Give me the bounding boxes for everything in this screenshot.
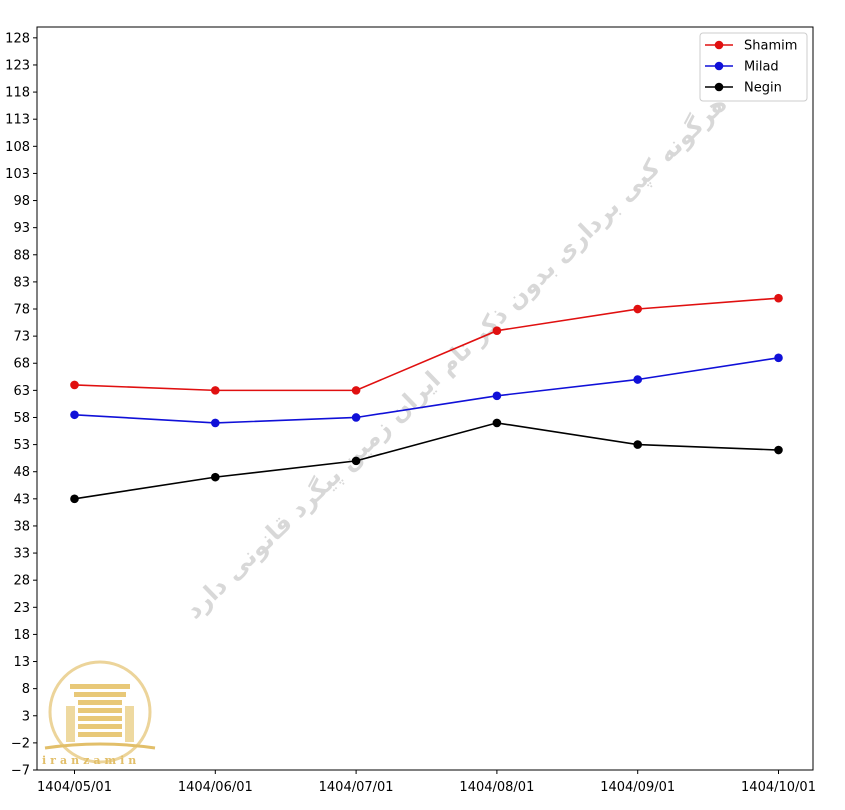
data-point bbox=[70, 380, 79, 390]
legend-label: Shamim bbox=[744, 39, 797, 54]
y-tick-label: 128 bbox=[5, 31, 30, 46]
y-tick-label: 103 bbox=[5, 167, 30, 182]
y-tick-label: 123 bbox=[5, 58, 30, 73]
y-tick-label: 78 bbox=[13, 303, 30, 318]
data-point bbox=[774, 293, 783, 303]
watermark-text: هرگونه کپی برداری بدون ذکر نام ایران زمی… bbox=[180, 90, 732, 625]
y-tick-label: 88 bbox=[13, 248, 30, 263]
y-tick-label: 73 bbox=[13, 330, 30, 345]
y-tick-label: 118 bbox=[5, 86, 30, 101]
data-point bbox=[211, 472, 220, 482]
data-point bbox=[211, 418, 220, 428]
series-milad bbox=[70, 353, 783, 428]
legend-box bbox=[699, 32, 808, 102]
legend-item-milad: Milad bbox=[705, 60, 779, 75]
data-point bbox=[351, 413, 361, 422]
y-tick-label: 53 bbox=[13, 438, 30, 453]
y-tick-label: 93 bbox=[13, 221, 30, 236]
y-tick-label: 28 bbox=[13, 574, 30, 589]
series-layer bbox=[70, 293, 783, 504]
y-tick-label: 113 bbox=[5, 113, 30, 128]
x-tick-label: 1404/09/01 bbox=[600, 780, 675, 795]
data-point bbox=[351, 386, 361, 395]
data-point bbox=[774, 353, 783, 363]
series-negin bbox=[70, 418, 783, 504]
y-axis: −7−2381318232833384348535863687378838893… bbox=[5, 31, 37, 779]
watermark: هرگونه کپی برداری بدون ذکر نام ایران زمی… bbox=[180, 90, 732, 625]
data-point bbox=[70, 494, 79, 504]
y-tick-label: 63 bbox=[13, 384, 30, 399]
data-point bbox=[70, 410, 79, 420]
legend-item-shamim: Shamim bbox=[705, 39, 797, 54]
y-tick-label: −7 bbox=[11, 764, 30, 779]
series-line bbox=[74, 297, 779, 392]
x-tick-label: 1404/06/01 bbox=[178, 780, 253, 795]
y-tick-label: 23 bbox=[13, 601, 30, 616]
y-tick-label: 83 bbox=[13, 275, 30, 290]
legend: Shamim Milad Negin bbox=[699, 32, 808, 102]
y-tick-label: 68 bbox=[13, 357, 30, 372]
legend-marker bbox=[714, 61, 724, 71]
y-tick-label: 8 bbox=[22, 682, 30, 697]
x-axis: 1404/05/01 1404/06/01 1404/07/01 1404/08/01… bbox=[37, 770, 816, 795]
y-tick-label: 33 bbox=[13, 547, 30, 562]
legend-marker bbox=[714, 40, 724, 50]
data-point bbox=[774, 445, 783, 455]
logo-text: iranzamin bbox=[42, 754, 140, 767]
data-point bbox=[633, 375, 642, 384]
y-tick-label: 13 bbox=[13, 655, 30, 670]
x-tick-label: 1404/05/01 bbox=[37, 780, 112, 795]
plot-area bbox=[36, 26, 814, 771]
series-line bbox=[74, 357, 779, 424]
y-tick-label: 38 bbox=[13, 519, 30, 534]
x-tick-label: 1404/07/01 bbox=[319, 780, 394, 795]
data-point bbox=[351, 456, 361, 466]
y-tick-label: 43 bbox=[13, 492, 30, 507]
y-tick-label: 48 bbox=[13, 465, 30, 480]
y-tick-label: 108 bbox=[5, 140, 30, 155]
x-tick-label: 1404/10/01 bbox=[741, 780, 816, 795]
data-point bbox=[492, 326, 502, 336]
legend-label: Negin bbox=[744, 81, 782, 96]
legend-item-negin: Negin bbox=[705, 81, 782, 96]
y-tick-label: 98 bbox=[13, 194, 30, 209]
data-point bbox=[492, 418, 502, 428]
iranzamin-logo: iranzamin bbox=[42, 660, 156, 767]
data-point bbox=[492, 391, 502, 401]
data-point bbox=[211, 386, 220, 395]
y-tick-label: −2 bbox=[11, 736, 30, 751]
legend-marker bbox=[714, 82, 724, 92]
y-tick-label: 18 bbox=[13, 628, 30, 643]
x-tick-label: 1404/08/01 bbox=[459, 780, 534, 795]
legend-label: Milad bbox=[744, 60, 779, 75]
y-tick-label: 3 bbox=[22, 709, 30, 724]
y-tick-label: 58 bbox=[13, 411, 30, 426]
series-line bbox=[74, 422, 779, 500]
series-shamim bbox=[70, 293, 783, 395]
data-point bbox=[633, 304, 642, 314]
data-point bbox=[633, 440, 642, 449]
